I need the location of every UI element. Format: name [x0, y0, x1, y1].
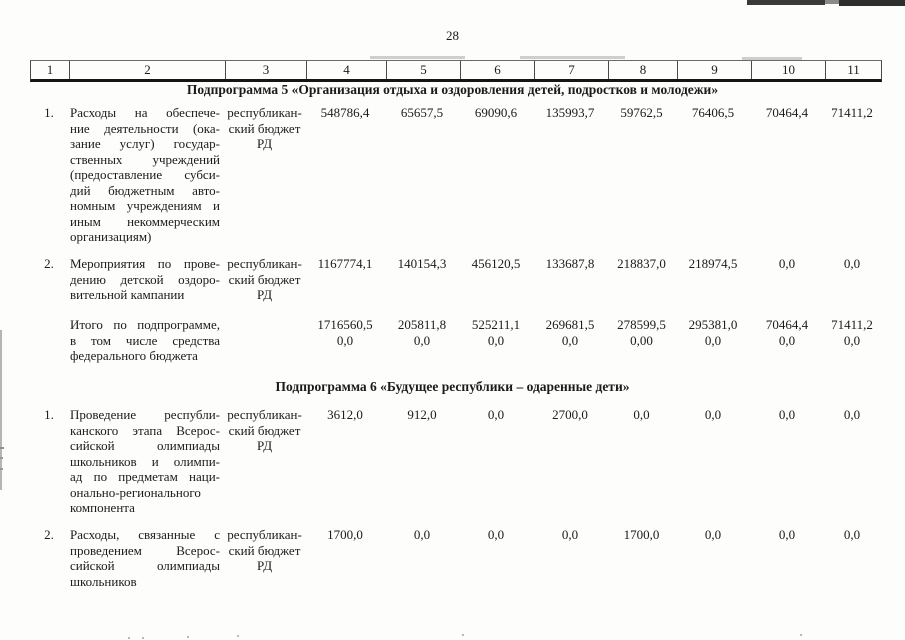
value-cell-9: 295381,0 0,0 — [688, 317, 738, 348]
scan-speckle — [128, 637, 130, 639]
table-row-s5-total: Итого по подпрограмме, в том числе средст… — [30, 317, 880, 364]
measure-name-cell: Проведение республи-канского этапа Всеро… — [70, 407, 220, 515]
value-cell-7: 135993,7 — [545, 105, 595, 120]
table-row-s5-2: 2. Мероприятия по прове-дению детской оз… — [30, 256, 880, 303]
value-cell-5: 65657,5 — [400, 105, 444, 120]
value-cell-7: 0,0 — [561, 527, 579, 542]
row-number-cell: 2. — [44, 527, 54, 542]
funding-source-cell: республикан-ский бюджет РД — [227, 527, 302, 573]
row-number-cell: 2. — [44, 256, 54, 271]
value-cell-11: 0,0 — [843, 527, 861, 542]
scan-smudge — [370, 56, 465, 59]
value-cell-9: 218974,5 — [688, 256, 738, 271]
scan-speckle — [800, 634, 802, 636]
scan-artifact-top-strip — [747, 0, 825, 5]
measure-name-cell: Итого по подпрограмме, в том числе средст… — [70, 317, 220, 363]
value-cell-8: 218837,0 — [617, 256, 666, 271]
scan-smudge — [520, 56, 625, 59]
value-cell-5: 205811,8 0,0 — [397, 317, 447, 348]
scan-artifact-dash — [0, 468, 3, 470]
scan-smudge — [742, 57, 802, 60]
column-number-6: 6 — [460, 61, 534, 79]
value-cell-6: 0,0 — [487, 527, 505, 542]
scan-artifact-top-strip — [825, 0, 839, 4]
value-cell-10: 0,0 — [778, 407, 796, 422]
value-cell-4: 3612,0 — [327, 407, 363, 422]
value-cell-6: 525211,1 0,0 — [471, 317, 521, 348]
value-cell-8: 59762,5 — [620, 105, 663, 120]
funding-source-cell: республикан-ский бюджет РД — [227, 256, 302, 302]
funding-source-cell — [224, 317, 305, 364]
value-cell-8: 0,0 — [633, 407, 650, 422]
value-cell-10: 0,0 — [778, 527, 796, 542]
scan-artifact-top-strip — [839, 0, 905, 6]
value-cell-5: 912,0 — [407, 407, 437, 422]
scan-artifact-dash — [0, 447, 4, 449]
scan-artifact-dash — [0, 457, 3, 459]
scan-speckle — [187, 636, 189, 638]
column-number-7: 7 — [534, 61, 608, 79]
value-cell-11: 0,0 — [843, 407, 861, 422]
column-number-11: 11 — [825, 61, 881, 79]
value-cell-11: 71411,2 0,0 — [831, 317, 873, 348]
scan-speckle — [462, 634, 464, 636]
page-number: 28 — [446, 28, 459, 43]
value-cell-6: 0,0 — [487, 407, 505, 422]
value-cell-5: 140154,3 — [397, 256, 447, 271]
section-title-subprogram-6: Подпрограмма 6 «Будущее республики – ода… — [275, 379, 630, 394]
value-cell-4: 548786,4 — [320, 105, 370, 120]
value-cell-6: 456120,5 — [471, 256, 521, 271]
column-number-9: 9 — [677, 61, 751, 79]
funding-source-cell: республикан-ский бюджет РД — [227, 407, 302, 453]
section-title-subprogram-5: Подпрограмма 5 «Организация отдыха и озд… — [186, 82, 719, 97]
value-cell-7: 269681,5 0,0 — [545, 317, 595, 348]
table-row-s6-2: 2. Расходы, связанные с проведением Всеро… — [30, 527, 880, 589]
value-cell-10: 70464,4 — [765, 105, 809, 120]
scan-speckle — [142, 637, 144, 639]
column-number-10: 10 — [751, 61, 825, 79]
value-cell-8: 278599,5 0,00 — [617, 317, 666, 348]
value-cell-9: 76406,5 — [691, 105, 735, 120]
column-number-5: 5 — [386, 61, 460, 79]
value-cell-5: 0,0 — [413, 527, 431, 542]
value-cell-4: 1700,0 — [327, 527, 363, 542]
value-cell-10: 70464,4 0,0 — [765, 317, 809, 348]
value-cell-4: 1716560,5 0,0 — [317, 317, 373, 348]
column-number-8: 8 — [608, 61, 677, 79]
funding-source-cell: республикан-ский бюджет РД — [227, 105, 302, 151]
row-number-cell: 1. — [44, 407, 54, 422]
scan-artifact-left-edge — [0, 330, 2, 490]
value-cell-10: 0,0 — [778, 256, 796, 271]
table-header-row: 1 2 3 4 5 6 7 8 9 10 11 — [30, 60, 882, 82]
value-cell-9: 0,0 — [704, 407, 722, 422]
value-cell-8: 1700,0 — [623, 527, 660, 542]
value-cell-6: 69090,6 — [474, 105, 518, 120]
column-number-4: 4 — [306, 61, 386, 79]
measure-name-cell: Расходы, связанные с проведением Всерос-с… — [70, 527, 220, 589]
column-number-1: 1 — [46, 62, 54, 77]
table-row-s5-1: 1. Расходы на обеспече-ние деятельности … — [30, 105, 880, 245]
value-cell-7: 2700,0 — [552, 407, 588, 422]
value-cell-9: 0,0 — [704, 527, 722, 542]
value-cell-11: 71411,2 — [831, 105, 873, 120]
row-number-cell — [30, 317, 68, 364]
measure-name-cell: Расходы на обеспече-ние деятельности (ок… — [70, 105, 220, 244]
table-row-s6-1: 1. Проведение республи-канского этапа Вс… — [30, 407, 880, 516]
value-cell-7: 133687,8 — [545, 256, 595, 271]
measure-name-cell: Мероприятия по прове-дению детской оздор… — [70, 256, 220, 302]
column-number-3: 3 — [225, 61, 306, 79]
scan-speckle — [237, 635, 239, 637]
value-cell-4: 1167774,1 — [317, 256, 373, 271]
column-number-2: 2 — [69, 61, 225, 79]
row-number-cell: 1. — [44, 105, 54, 120]
value-cell-11: 0,0 — [843, 256, 861, 271]
